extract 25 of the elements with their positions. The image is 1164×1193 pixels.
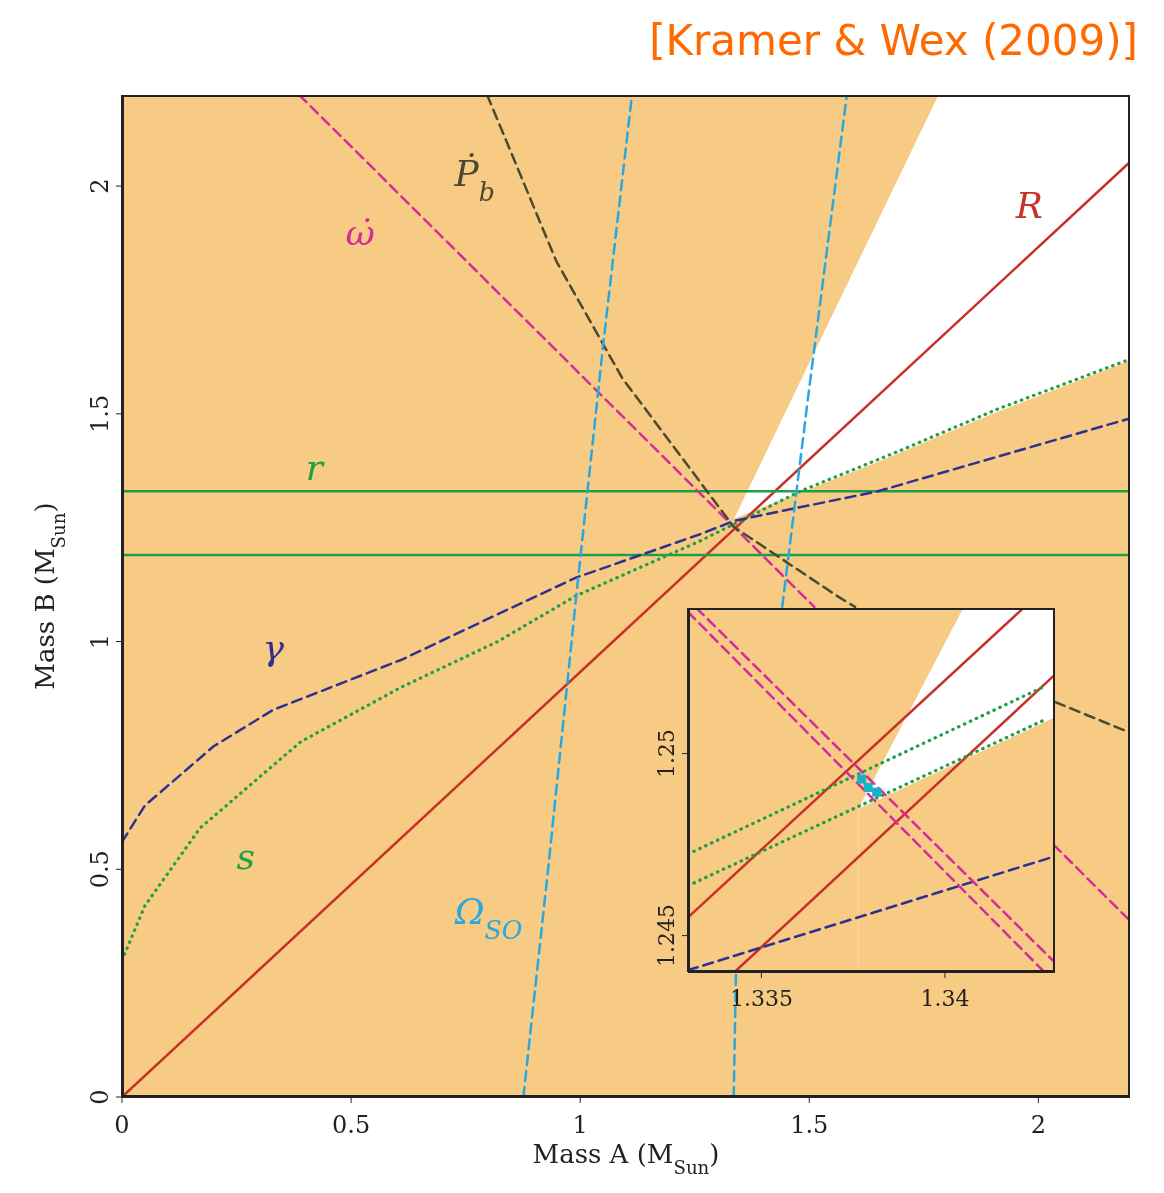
y-tick-label: 1.25 [654,729,679,779]
x-tick-label: 2 [1030,1111,1046,1139]
text: [Kramer & Wex (2009)] [649,16,1138,65]
x-tick-label: 1 [572,1111,588,1139]
y-tick-label: 1.245 [654,904,679,968]
x-tick-label: 1.34 [920,986,970,1011]
x-tick-label: 1.335 [729,986,793,1011]
y-tick-label: 2 [86,178,114,194]
y-tick-label: 1.5 [86,394,114,433]
y-tick-label: 0 [86,1089,114,1105]
point [857,774,867,784]
x-tick-label: 1.5 [790,1111,829,1139]
x-axis-title: Mass A (M$_{Sun}$) [532,1139,720,1178]
point [872,787,882,797]
series-label: s [236,836,255,878]
series-label: γ [262,626,285,668]
series-label: Ṗ$_{b}$ [453,153,495,207]
series-label: r [305,446,325,488]
y-tick-label: 0.5 [86,850,114,889]
series-label: R [1014,184,1043,226]
point [863,782,873,792]
y-tick-label: 1 [86,633,114,650]
series-label: Ω$_{SO}$ [453,890,523,945]
x-tick-label: 0.5 [332,1111,371,1139]
series-label: ω̇ [345,212,375,254]
